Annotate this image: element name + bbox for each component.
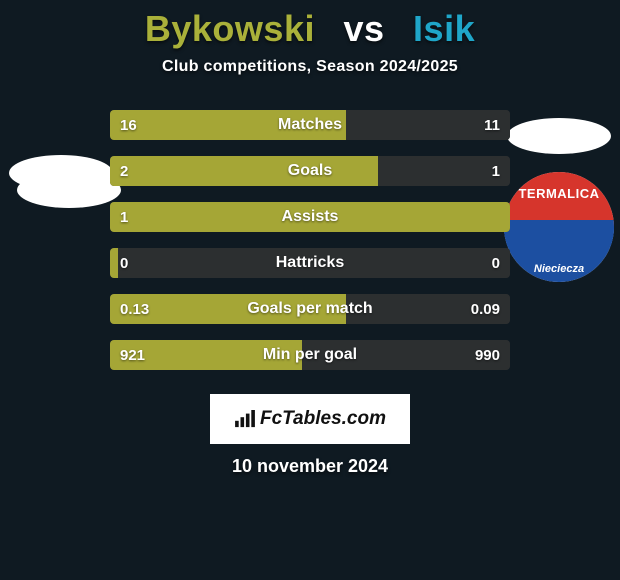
bar-label: Goals: [110, 156, 510, 186]
bar-row: 00Hattricks: [110, 248, 510, 278]
club-logo-icon: TERMALICA BRUK-BET Nieciecza: [504, 172, 614, 282]
club-logo-bottom-text: Nieciecza: [504, 264, 614, 276]
player1-name: Bykowski: [145, 8, 315, 49]
footer-date: 10 november 2024: [0, 456, 620, 477]
brand-logo-icon: [234, 410, 256, 428]
bar-label: Assists: [110, 202, 510, 232]
bar-row: 1Assists: [110, 202, 510, 232]
placeholder-ellipse-icon: [17, 172, 121, 208]
infographic-root: Bykowski vs Isik Club competitions, Seas…: [0, 0, 620, 580]
subtitle: Club competitions, Season 2024/2025: [0, 58, 620, 76]
player2-name: Isik: [413, 8, 475, 49]
brand-text: FcTables.com: [260, 408, 386, 430]
bar-label: Hattricks: [110, 248, 510, 278]
bar-row: 1611Matches: [110, 110, 510, 140]
bar-label: Min per goal: [110, 340, 510, 370]
bar-row: 921990Min per goal: [110, 340, 510, 370]
bar-label: Matches: [110, 110, 510, 140]
player2-club-badge-1: [504, 118, 614, 154]
page-title: Bykowski vs Isik: [0, 0, 620, 50]
player2-club-badge-2: TERMALICA BRUK-BET Nieciecza: [504, 172, 614, 282]
placeholder-ellipse-icon: [507, 118, 611, 154]
bar-row: 0.130.09Goals per match: [110, 294, 510, 324]
player1-club-badge-2: [14, 172, 124, 208]
club-logo-top-text: TERMALICA: [504, 187, 614, 201]
bar-label: Goals per match: [110, 294, 510, 324]
bar-row: 21Goals: [110, 156, 510, 186]
vs-label: vs: [343, 8, 384, 49]
brand-badge: FcTables.com: [210, 394, 410, 444]
comparison-bars: 1611Matches 21Goals 1Assists 00Hattricks 0.1…: [110, 110, 510, 386]
